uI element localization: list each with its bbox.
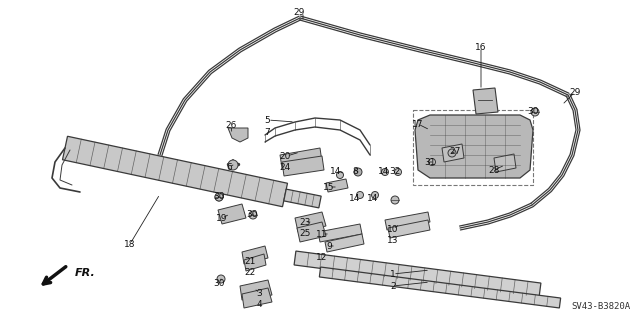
Polygon shape bbox=[385, 212, 430, 230]
Polygon shape bbox=[63, 136, 287, 207]
Text: 14: 14 bbox=[378, 167, 390, 176]
Polygon shape bbox=[295, 212, 326, 232]
Circle shape bbox=[355, 168, 362, 175]
Polygon shape bbox=[297, 222, 326, 242]
Text: 25: 25 bbox=[300, 229, 310, 238]
Circle shape bbox=[429, 159, 435, 166]
Text: 30: 30 bbox=[246, 210, 258, 219]
Circle shape bbox=[356, 191, 364, 198]
Circle shape bbox=[228, 160, 238, 170]
Text: 14: 14 bbox=[349, 194, 361, 203]
Bar bbox=[413, 110, 533, 185]
Text: 8: 8 bbox=[352, 167, 358, 176]
Text: 10: 10 bbox=[387, 225, 399, 234]
Text: 2: 2 bbox=[390, 282, 396, 291]
Polygon shape bbox=[240, 280, 272, 300]
Text: 31: 31 bbox=[424, 158, 436, 167]
Text: 12: 12 bbox=[316, 253, 328, 262]
Circle shape bbox=[391, 196, 399, 204]
Text: 29: 29 bbox=[570, 88, 580, 97]
Polygon shape bbox=[415, 115, 533, 178]
Circle shape bbox=[354, 168, 362, 176]
Text: 22: 22 bbox=[244, 268, 255, 277]
Text: 30: 30 bbox=[527, 107, 539, 116]
Circle shape bbox=[394, 168, 401, 175]
Polygon shape bbox=[294, 251, 541, 297]
Text: 7: 7 bbox=[264, 128, 270, 137]
Polygon shape bbox=[494, 154, 516, 172]
Text: 1: 1 bbox=[390, 270, 396, 279]
Circle shape bbox=[215, 193, 223, 201]
Polygon shape bbox=[318, 224, 362, 242]
Text: 14: 14 bbox=[367, 194, 379, 203]
Polygon shape bbox=[473, 88, 498, 114]
Polygon shape bbox=[280, 148, 322, 168]
Circle shape bbox=[249, 211, 257, 219]
Polygon shape bbox=[242, 288, 272, 308]
Text: 13: 13 bbox=[387, 236, 399, 245]
Text: 27: 27 bbox=[449, 147, 461, 156]
Text: 15: 15 bbox=[323, 183, 335, 192]
Text: 18: 18 bbox=[124, 240, 136, 249]
Polygon shape bbox=[228, 128, 248, 142]
Text: 6: 6 bbox=[226, 163, 232, 172]
Polygon shape bbox=[388, 220, 430, 238]
Text: 20: 20 bbox=[279, 152, 291, 161]
Polygon shape bbox=[284, 189, 321, 208]
Polygon shape bbox=[326, 179, 348, 192]
Circle shape bbox=[217, 275, 225, 283]
Polygon shape bbox=[325, 234, 364, 252]
Circle shape bbox=[337, 172, 344, 179]
Circle shape bbox=[371, 191, 378, 198]
Text: 4: 4 bbox=[256, 300, 262, 309]
Text: 32: 32 bbox=[389, 167, 401, 176]
Circle shape bbox=[381, 168, 388, 175]
Text: 21: 21 bbox=[244, 257, 256, 266]
Polygon shape bbox=[282, 156, 324, 176]
Text: 11: 11 bbox=[316, 230, 328, 239]
Text: 14: 14 bbox=[330, 167, 342, 176]
Text: 30: 30 bbox=[213, 279, 225, 288]
Text: 23: 23 bbox=[300, 218, 310, 227]
Text: 16: 16 bbox=[476, 43, 487, 52]
Text: 3: 3 bbox=[256, 289, 262, 298]
Text: 19: 19 bbox=[216, 214, 228, 223]
Polygon shape bbox=[319, 267, 561, 308]
Polygon shape bbox=[442, 144, 464, 162]
Text: 26: 26 bbox=[225, 121, 237, 130]
Text: 28: 28 bbox=[488, 166, 500, 175]
Circle shape bbox=[215, 193, 223, 201]
Text: 9: 9 bbox=[326, 242, 332, 251]
Circle shape bbox=[531, 108, 539, 116]
Polygon shape bbox=[218, 204, 246, 224]
Text: 29: 29 bbox=[293, 8, 305, 17]
Polygon shape bbox=[244, 254, 266, 271]
Polygon shape bbox=[242, 246, 268, 264]
Text: SV43-B3820A: SV43-B3820A bbox=[571, 302, 630, 311]
Text: 17: 17 bbox=[412, 120, 424, 129]
Text: 24: 24 bbox=[280, 163, 291, 172]
Circle shape bbox=[448, 149, 456, 157]
Text: FR.: FR. bbox=[75, 268, 96, 278]
Text: 5: 5 bbox=[264, 116, 270, 125]
Text: 30: 30 bbox=[213, 192, 225, 201]
